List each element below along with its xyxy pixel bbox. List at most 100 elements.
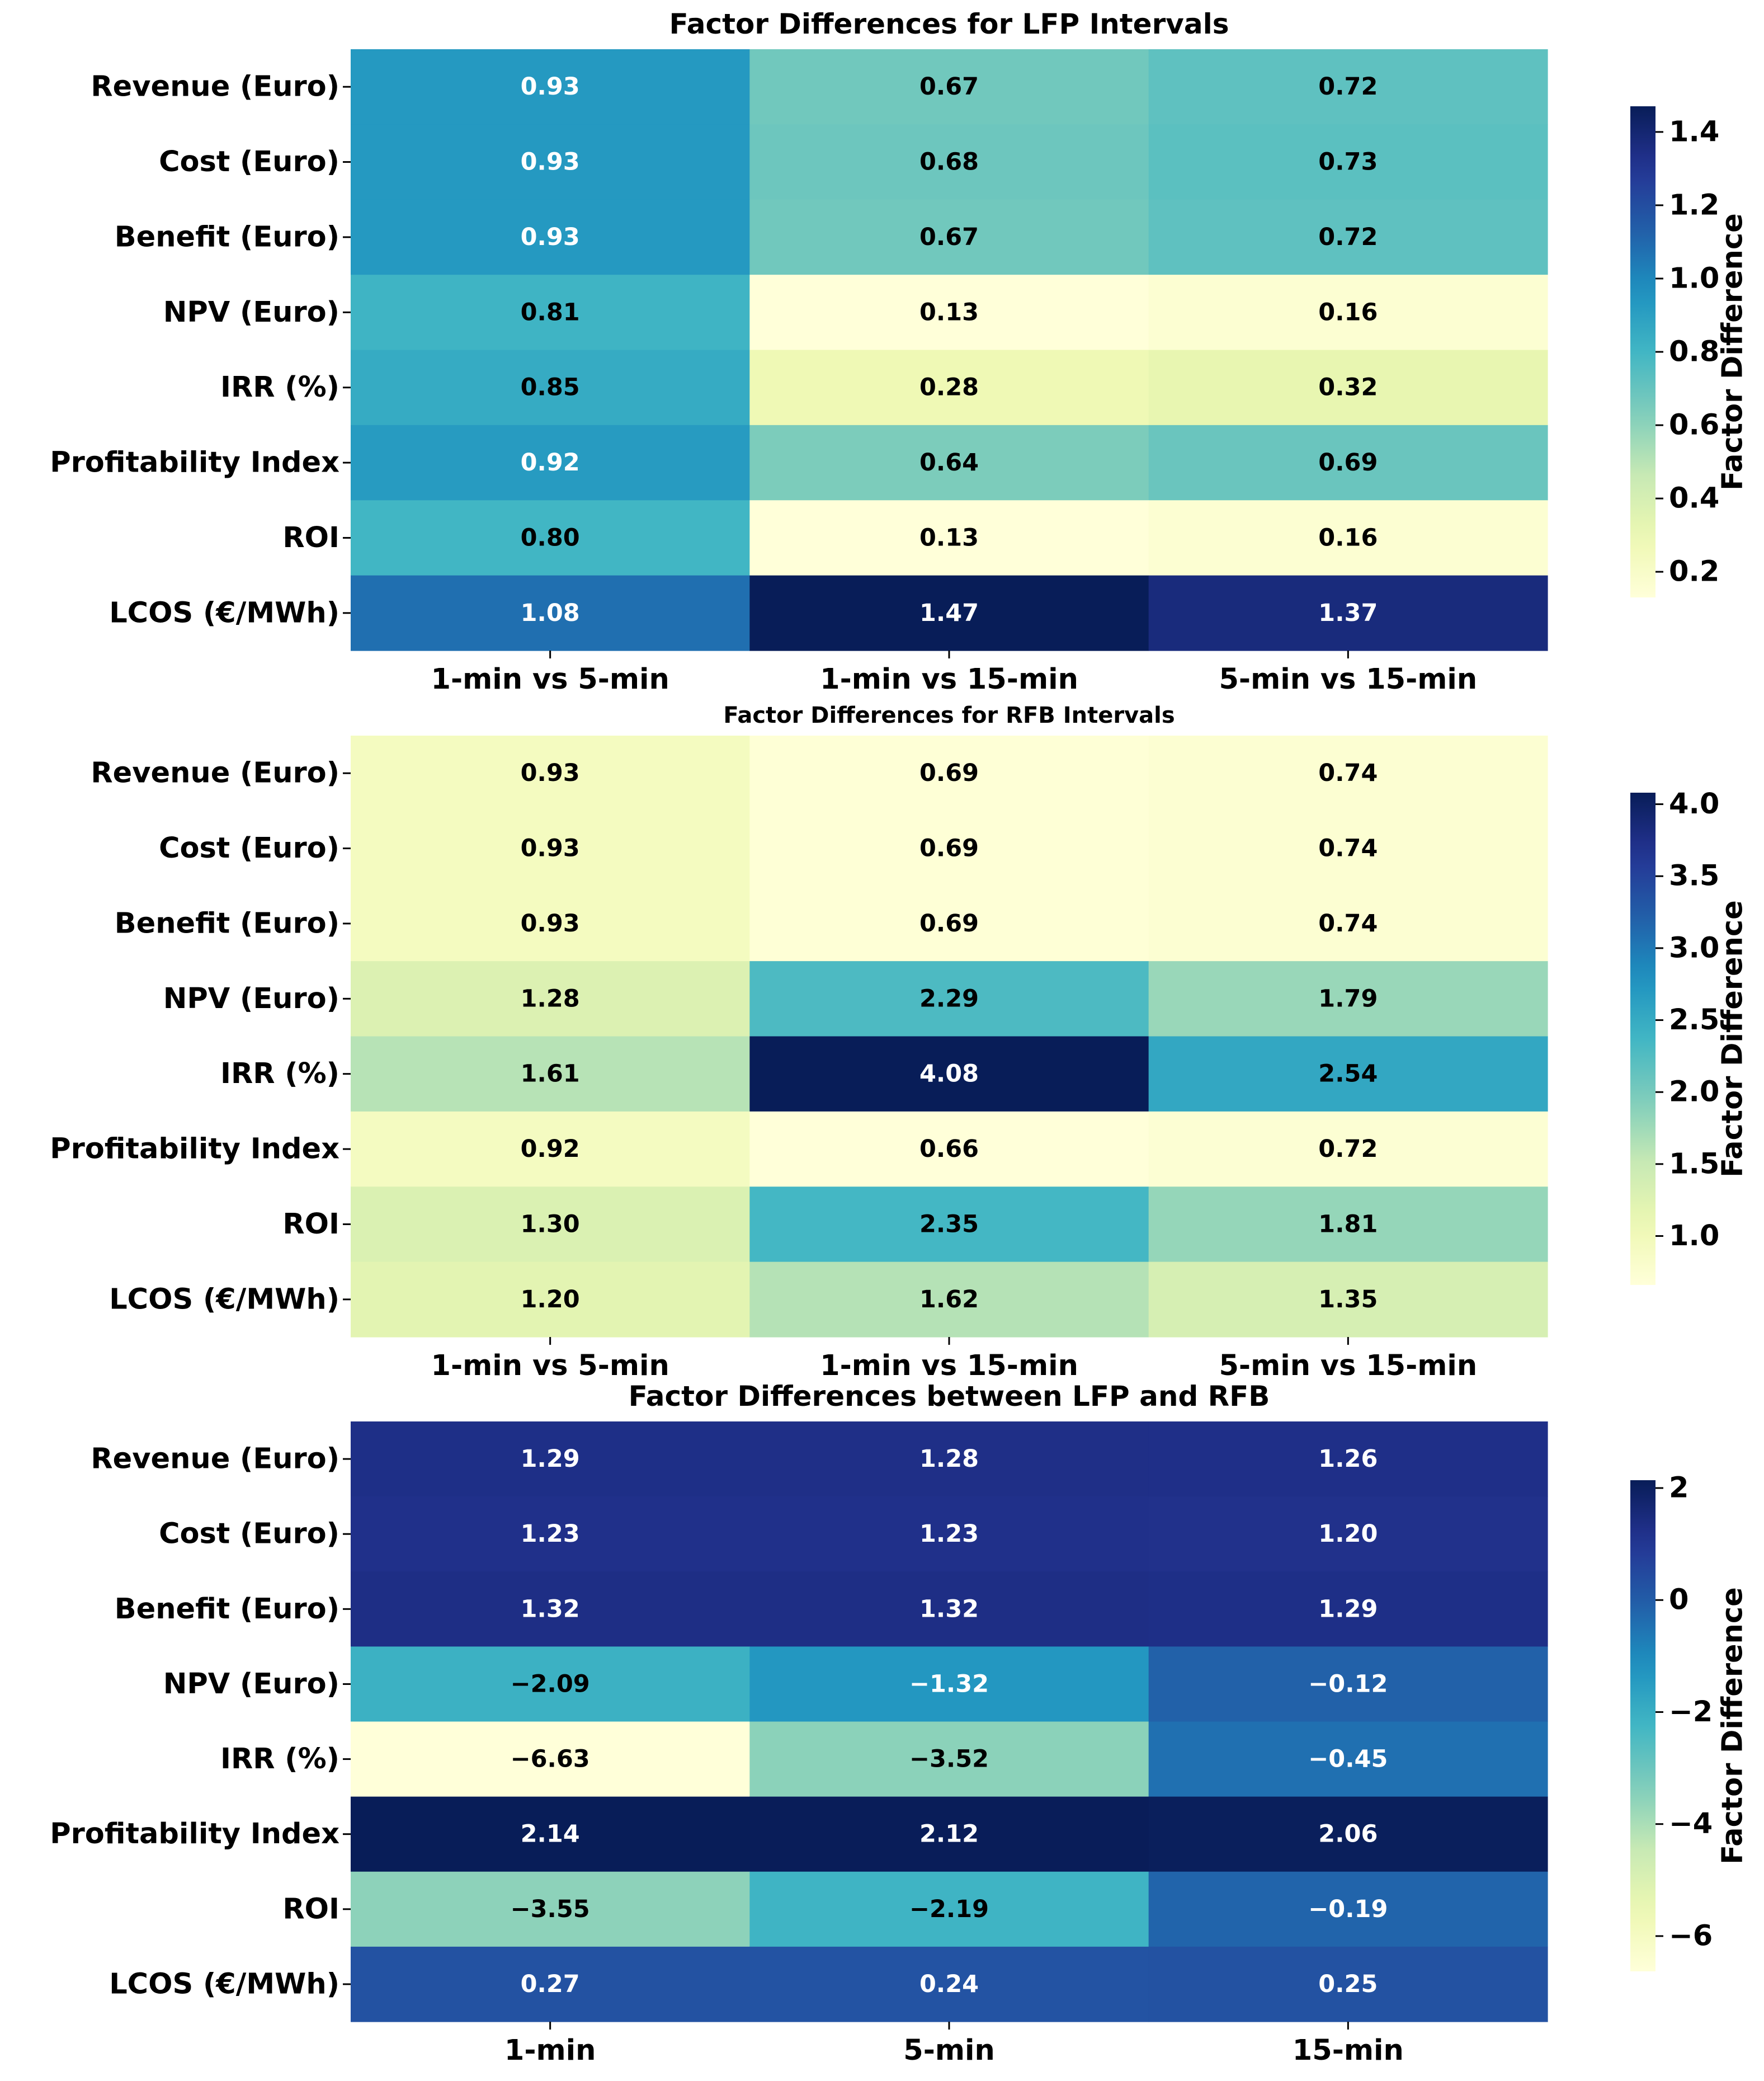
cell-value-label: −0.19 xyxy=(1308,1895,1388,1923)
heatmap-cell xyxy=(749,1421,1149,1497)
x-tick-label: 5-min vs 15-min xyxy=(1219,1349,1477,1382)
x-tick-label: 5-min vs 15-min xyxy=(1219,663,1477,696)
chart-title: Factor Differences between LFP and RFB xyxy=(629,1380,1270,1413)
cell-value-label: 0.72 xyxy=(1318,1135,1378,1163)
x-tick-label: 5-min xyxy=(903,2034,995,2067)
cell-value-label: 1.23 xyxy=(919,1520,979,1548)
y-tick-label: NPV (Euro) xyxy=(163,296,339,329)
cell-value-label: 0.13 xyxy=(919,524,979,552)
heatmap-cell xyxy=(351,425,750,501)
heatmap-cell xyxy=(1148,1946,1548,2022)
cell-value-label: 0.93 xyxy=(521,759,580,787)
cell-value-label: −0.45 xyxy=(1308,1745,1388,1773)
heatmap-cell xyxy=(749,811,1149,887)
heatmap-cell xyxy=(749,575,1149,651)
cell-value-label: −3.55 xyxy=(511,1895,590,1923)
heatmap-cell xyxy=(1148,1796,1548,1872)
heatmap-cell xyxy=(749,961,1149,1037)
heatmap-cell xyxy=(1148,961,1548,1037)
colorbar-tick-label: 0 xyxy=(1669,1584,1689,1617)
cell-value-label: 0.81 xyxy=(521,298,580,326)
heatmap-cell xyxy=(351,1871,750,1947)
heatmap-cell xyxy=(749,886,1149,962)
heatmap-cell xyxy=(749,1496,1149,1572)
cell-value-label: 1.32 xyxy=(919,1595,979,1623)
heatmap-cell xyxy=(351,811,750,887)
colorbar-tick-label: 3.5 xyxy=(1669,860,1719,893)
cell-value-label: 2.35 xyxy=(919,1210,979,1238)
cell-value-label: 2.12 xyxy=(919,1820,979,1848)
y-tick-label: Revenue (Euro) xyxy=(91,70,339,103)
heatmap-cell xyxy=(1148,1496,1548,1572)
heatmap-cell xyxy=(749,1036,1149,1112)
heatmap-cell xyxy=(351,1187,750,1263)
cell-value-label: 1.79 xyxy=(1318,985,1378,1013)
x-tick-label: 15-min xyxy=(1293,2034,1404,2067)
cell-value-label: −1.32 xyxy=(909,1670,989,1698)
heatmap-cell xyxy=(749,1796,1149,1872)
colorbar-tick-label: 1.4 xyxy=(1669,115,1719,148)
colorbar-tick-label: 2 xyxy=(1669,1472,1689,1505)
heatmap-cell xyxy=(1148,275,1548,351)
heatmap-cell xyxy=(351,1796,750,1872)
cell-value-label: 0.68 xyxy=(919,148,979,176)
cell-value-label: 0.93 xyxy=(521,223,580,251)
cell-value-label: 1.62 xyxy=(919,1286,979,1313)
cell-value-label: 4.08 xyxy=(919,1060,979,1088)
heatmap-cell xyxy=(351,199,750,275)
heatmap-cell xyxy=(749,1646,1149,1722)
y-tick-label: Benefit (Euro) xyxy=(115,907,339,940)
colorbar-tick-label: 0.8 xyxy=(1669,336,1719,369)
heatmap-cell xyxy=(1148,1571,1548,1647)
y-tick-label: IRR (%) xyxy=(220,1057,339,1090)
heatmap-cell xyxy=(351,350,750,426)
heatmap-cell xyxy=(1148,811,1548,887)
heatmap-cell xyxy=(1148,1261,1548,1338)
cell-value-label: 0.66 xyxy=(919,1135,979,1163)
cell-value-label: −3.52 xyxy=(909,1745,989,1773)
y-tick-label: LCOS (€/MWh) xyxy=(109,1283,339,1316)
cell-value-label: 0.67 xyxy=(919,223,979,251)
y-tick-label: Benefit (Euro) xyxy=(115,220,339,253)
heatmap-cell xyxy=(749,275,1149,351)
cell-value-label: 0.74 xyxy=(1318,759,1378,787)
colorbar xyxy=(1630,1480,1655,1971)
heatmap-cell xyxy=(351,575,750,651)
heatmap-cell xyxy=(749,500,1149,576)
cell-value-label: −6.63 xyxy=(511,1745,590,1773)
y-tick-label: ROI xyxy=(282,1892,339,1925)
cell-value-label: 0.93 xyxy=(521,910,580,938)
heatmap-panel-1: Factor Differences for LFP Intervals 0.93… xyxy=(50,8,1749,696)
heatmap-cell xyxy=(749,49,1149,125)
heatmap-cell xyxy=(351,49,750,125)
colorbar-label: Factor Difference xyxy=(1716,213,1749,490)
colorbar xyxy=(1630,106,1655,597)
cell-value-label: 1.81 xyxy=(1318,1210,1378,1238)
y-tick-label: Profitability Index xyxy=(50,1818,339,1851)
heatmap-cell xyxy=(351,124,750,200)
heatmap-cell xyxy=(749,736,1149,811)
heatmap-cell xyxy=(749,1721,1149,1797)
cell-value-label: 0.74 xyxy=(1318,910,1378,938)
cell-value-label: 2.14 xyxy=(521,1820,580,1848)
cell-value-label: 0.85 xyxy=(521,374,580,402)
cell-value-label: −2.19 xyxy=(909,1895,989,1923)
heatmap-cell xyxy=(749,425,1149,501)
heatmap-cell xyxy=(1148,1646,1548,1722)
y-tick-label: Profitability Index xyxy=(50,446,339,479)
heatmap-cell xyxy=(351,275,750,351)
cell-value-label: 0.24 xyxy=(919,1970,979,1998)
cell-value-label: 1.30 xyxy=(521,1210,580,1238)
cell-value-label: 0.64 xyxy=(919,449,979,477)
heatmap-cell xyxy=(749,124,1149,200)
colorbar-tick-label: 3.0 xyxy=(1669,931,1719,964)
heatmap-cell xyxy=(749,350,1149,426)
heatmap-cell xyxy=(1148,1036,1548,1112)
cell-value-label: 0.67 xyxy=(919,73,979,101)
y-tick-label: ROI xyxy=(282,1208,339,1241)
cell-value-label: 1.20 xyxy=(521,1286,580,1313)
heatmap-cell xyxy=(1148,124,1548,200)
cell-value-label: 0.73 xyxy=(1318,148,1378,176)
cell-value-label: 0.16 xyxy=(1318,298,1378,326)
heatmap-cell xyxy=(1148,886,1548,962)
